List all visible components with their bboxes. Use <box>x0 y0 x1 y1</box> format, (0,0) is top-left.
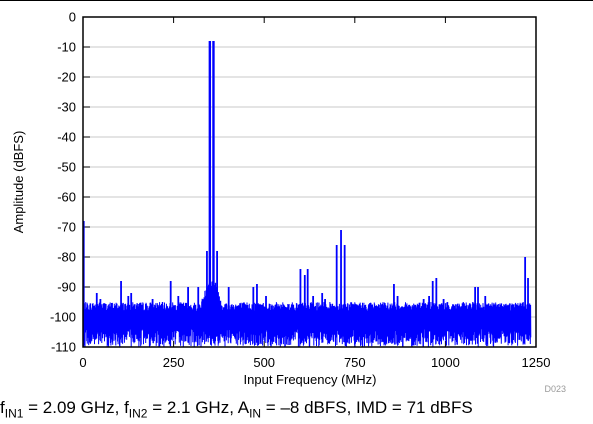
x-tick-labels: 0 250 500 750 1000 1250 <box>79 355 550 370</box>
y-tick-label: -110 <box>51 340 76 355</box>
y-tick-label: -20 <box>57 70 76 85</box>
caption-f2-value: = 2.1 GHz, <box>147 398 238 417</box>
y-tick-label: -10 <box>57 40 76 55</box>
gridlines <box>83 46 536 318</box>
x-tick-label: 250 <box>163 355 185 370</box>
y-tick-label: -80 <box>57 250 76 265</box>
figure-caption: fIN1 = 2.09 GHz, fIN2 = 2.1 GHz, AIN = –… <box>0 398 593 420</box>
y-tick-label: -40 <box>57 130 76 145</box>
caption-f2-symbol: f <box>124 398 129 417</box>
y-tick-label: -70 <box>57 220 76 235</box>
y-tick-label: -50 <box>57 160 76 175</box>
caption-a-subscript: IN <box>249 406 262 421</box>
caption-a-symbol: A <box>237 398 250 417</box>
y-tick-label: -30 <box>57 100 76 115</box>
caption-f2-subscript: IN2 <box>128 406 148 421</box>
x-tick-label: 1250 <box>522 355 551 370</box>
top-rule <box>0 0 593 1</box>
caption-f1-value: = 2.09 GHz, <box>23 398 125 417</box>
y-tick-label: -90 <box>57 280 76 295</box>
y-tick-label: 0 <box>69 10 76 25</box>
caption-f1-symbol: f <box>0 398 5 417</box>
spectrum-series <box>83 41 532 347</box>
y-axis-label: Amplitude (dBFS) <box>11 131 26 234</box>
axis-tick-marks <box>82 16 537 348</box>
y-tick-label: -60 <box>57 190 76 205</box>
y-tick-label: -100 <box>50 310 76 325</box>
plot-frame <box>82 16 537 348</box>
caption-a-value: = –8 dBFS, IMD = 71 dBFS <box>261 398 473 417</box>
y-tick-labels: 0 -10 -20 -30 -40 -50 -60 -70 -80 -90 -100 -110 <box>50 10 76 355</box>
fft-spectrum-chart: 0 -10 -20 -30 -40 -50 -60 -70 -80 -90 -100 -110 0 25… <box>11 10 566 395</box>
caption-f1-subscript: IN1 <box>4 406 24 421</box>
x-tick-label: 750 <box>344 355 366 370</box>
x-tick-label: 500 <box>253 355 275 370</box>
x-axis-label: Input Frequency (MHz) <box>244 372 377 387</box>
figure-id: D023 <box>544 384 566 394</box>
x-tick-label: 1000 <box>431 355 460 370</box>
x-tick-label: 0 <box>79 355 86 370</box>
